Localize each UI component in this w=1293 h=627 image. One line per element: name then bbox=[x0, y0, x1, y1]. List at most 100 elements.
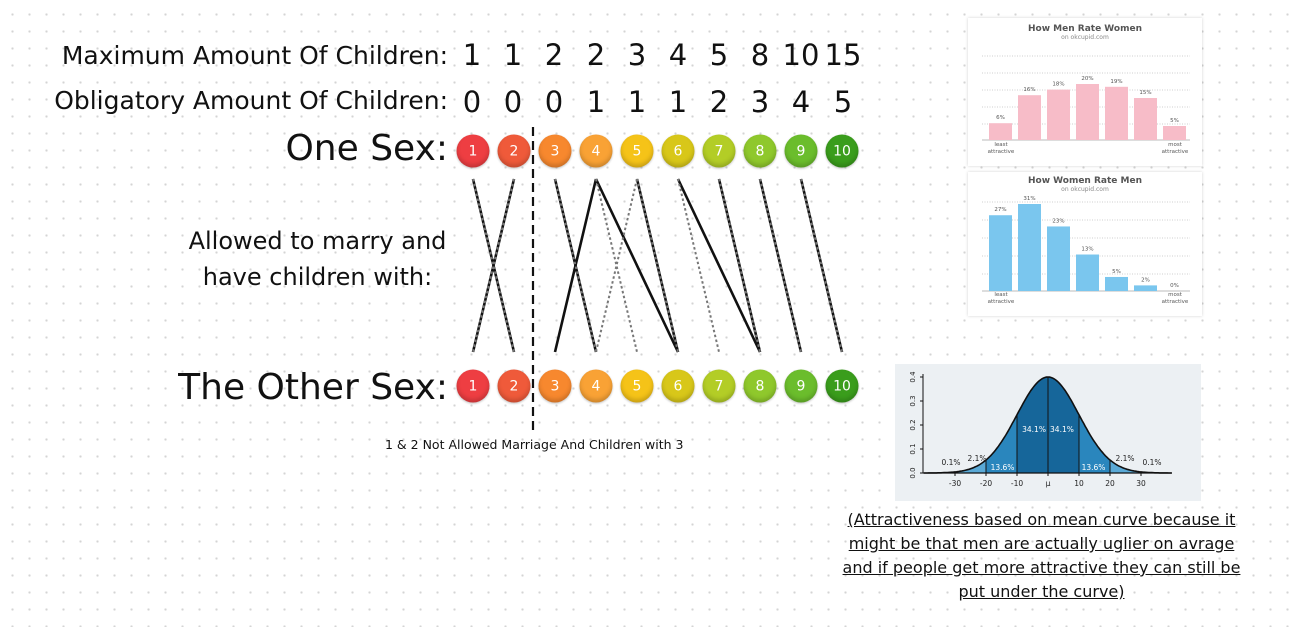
allowed-to-marry-text: Allowed to marry and have children with: bbox=[180, 223, 455, 295]
x-tick-label: μ bbox=[1046, 479, 1051, 488]
dotted-connection bbox=[677, 178, 720, 353]
bar-label: 0% bbox=[1170, 283, 1179, 289]
bell-curve: 0.0 0.1 0.2 0.3 0.4 -30 -20 -10 μ 10 20 30 0.1% 2.1% 1… bbox=[909, 371, 1172, 488]
obligatory-children-value: 5 bbox=[833, 85, 853, 119]
marriage-connections bbox=[471, 127, 844, 433]
obligatory-children-value: 1 bbox=[627, 85, 647, 119]
okcupid-women-chart: 6% 16% 18% 20% 19% 15% 5% How Men Rate Women o… bbox=[968, 18, 1202, 166]
bar-label: 6% bbox=[996, 115, 1005, 121]
bar bbox=[1105, 276, 1128, 291]
solid-connection bbox=[717, 178, 762, 353]
y-tick-label: 0.3 bbox=[909, 395, 917, 406]
y-tick-label: 0.4 bbox=[909, 371, 917, 383]
obligatory-children-value: 1 bbox=[668, 85, 688, 119]
bar-label: 18% bbox=[1052, 82, 1064, 88]
men-bars: 27% 31% 23% 13% 5% 2% 0% bbox=[982, 196, 1190, 292]
bar-label: 31% bbox=[1023, 196, 1035, 202]
most-attractive-label: most attractive bbox=[1161, 142, 1189, 155]
max-children-value: 4 bbox=[668, 38, 688, 72]
region-label: 34.1% bbox=[1022, 425, 1046, 434]
obligatory-children-value: 2 bbox=[709, 85, 729, 119]
max-children-value: 15 bbox=[824, 38, 862, 72]
chart-subtitle: on okcupid.com bbox=[1061, 34, 1109, 41]
okcupid-men-chart: 27% 31% 23% 13% 5% 2% 0% How Women Rate Men on… bbox=[968, 172, 1202, 316]
allowed-text-line: have children with: bbox=[202, 263, 433, 291]
solid-connection bbox=[758, 178, 803, 353]
other-sex-rating-1: 1 bbox=[456, 369, 490, 403]
caption-line: put under the curve) bbox=[958, 582, 1125, 601]
x-tick-label: -20 bbox=[980, 479, 992, 488]
one-sex-rating-3: 3 bbox=[538, 134, 572, 168]
obligatory-children-value: 0 bbox=[503, 85, 523, 119]
women-bars: 6% 16% 18% 20% 19% 15% 5% bbox=[982, 55, 1190, 141]
one-sex-rating-7: 7 bbox=[702, 134, 736, 168]
region-label: 13.6% bbox=[1082, 463, 1106, 472]
other-sex-rating-7: 7 bbox=[702, 369, 736, 403]
max-children-value: 10 bbox=[782, 38, 820, 72]
one-sex-rating-1: 1 bbox=[456, 134, 490, 168]
caption-line: (Attractiveness based on mean curve beca… bbox=[847, 510, 1236, 529]
bar bbox=[1047, 226, 1070, 291]
bar bbox=[1134, 98, 1157, 140]
solid-connection bbox=[594, 178, 680, 353]
one-sex-rating-10: 10 bbox=[825, 134, 859, 168]
most-attractive-label: most attractive bbox=[1161, 292, 1189, 305]
other-sex-rating-4: 4 bbox=[579, 369, 613, 403]
bar bbox=[1134, 285, 1157, 291]
x-tick-label: 30 bbox=[1136, 479, 1146, 488]
bar-label: 15% bbox=[1139, 90, 1151, 96]
bar bbox=[1047, 89, 1070, 140]
normal-distribution-chart: 0.0 0.1 0.2 0.3 0.4 -30 -20 -10 μ 10 20 30 0.1% 2.1% 1… bbox=[895, 364, 1201, 501]
bar-label: 19% bbox=[1110, 79, 1122, 85]
solid-connection bbox=[635, 178, 680, 353]
max-children-value: 1 bbox=[462, 38, 482, 72]
region-label: 2.1% bbox=[1115, 454, 1134, 463]
bar-label: 23% bbox=[1052, 218, 1064, 224]
max-children-value: 3 bbox=[627, 38, 647, 72]
bar bbox=[1018, 95, 1041, 140]
bar-label: 2% bbox=[1141, 277, 1150, 283]
obligatory-children-value: 3 bbox=[750, 85, 770, 119]
attractiveness-caption: (Attractiveness based on mean curve beca… bbox=[833, 508, 1250, 604]
region-2-1-right bbox=[1110, 460, 1141, 473]
bar bbox=[1105, 86, 1128, 140]
x-tick-label: 10 bbox=[1074, 479, 1084, 488]
bar-label: 20% bbox=[1081, 76, 1093, 82]
solid-connection bbox=[553, 178, 598, 353]
caption-line: might be that men are actually uglier on… bbox=[848, 534, 1235, 553]
x-tick-label: 20 bbox=[1105, 479, 1115, 488]
one-sex-rating-5: 5 bbox=[620, 134, 654, 168]
one-sex-rating-6: 6 bbox=[661, 134, 695, 168]
bar bbox=[1163, 126, 1186, 140]
chart-title: How Women Rate Men bbox=[1028, 176, 1142, 186]
one-sex-label: One Sex: bbox=[285, 128, 448, 169]
x-tick-label: -30 bbox=[949, 479, 961, 488]
other-sex-rating-10: 10 bbox=[825, 369, 859, 403]
region-label: 34.1% bbox=[1050, 425, 1074, 434]
y-tick-label: 0.2 bbox=[909, 419, 917, 430]
bar bbox=[1018, 204, 1041, 291]
chart-title: How Men Rate Women bbox=[1028, 24, 1142, 34]
obligatory-children-value: 1 bbox=[586, 85, 606, 119]
least-attractive-label: least attractive bbox=[987, 142, 1015, 155]
obligatory-children-value: 0 bbox=[544, 85, 564, 119]
footnote: 1 & 2 Not Allowed Marriage And Children … bbox=[385, 437, 684, 452]
one-sex-rating-2: 2 bbox=[497, 134, 531, 168]
region-label: 0.1% bbox=[1142, 458, 1161, 467]
y-tick-label: 0.0 bbox=[909, 467, 917, 478]
max-children-value: 8 bbox=[750, 38, 770, 72]
max-children-value: 5 bbox=[709, 38, 729, 72]
region-2-1-left bbox=[955, 460, 986, 473]
least-attractive-label: least attractive bbox=[987, 292, 1015, 305]
other-sex-rating-5: 5 bbox=[620, 369, 654, 403]
other-sex-rating-9: 9 bbox=[784, 369, 818, 403]
region-label: 13.6% bbox=[991, 463, 1015, 472]
one-sex-rating-9: 9 bbox=[784, 134, 818, 168]
solid-connection bbox=[799, 178, 844, 353]
solid-connection bbox=[471, 178, 516, 353]
bar bbox=[1076, 254, 1099, 291]
obligatory-children-value: 4 bbox=[791, 85, 811, 119]
other-sex-rating-2: 2 bbox=[497, 369, 531, 403]
max-children-label: Maximum Amount Of Children: bbox=[61, 41, 448, 70]
bar-label: 13% bbox=[1081, 247, 1093, 253]
